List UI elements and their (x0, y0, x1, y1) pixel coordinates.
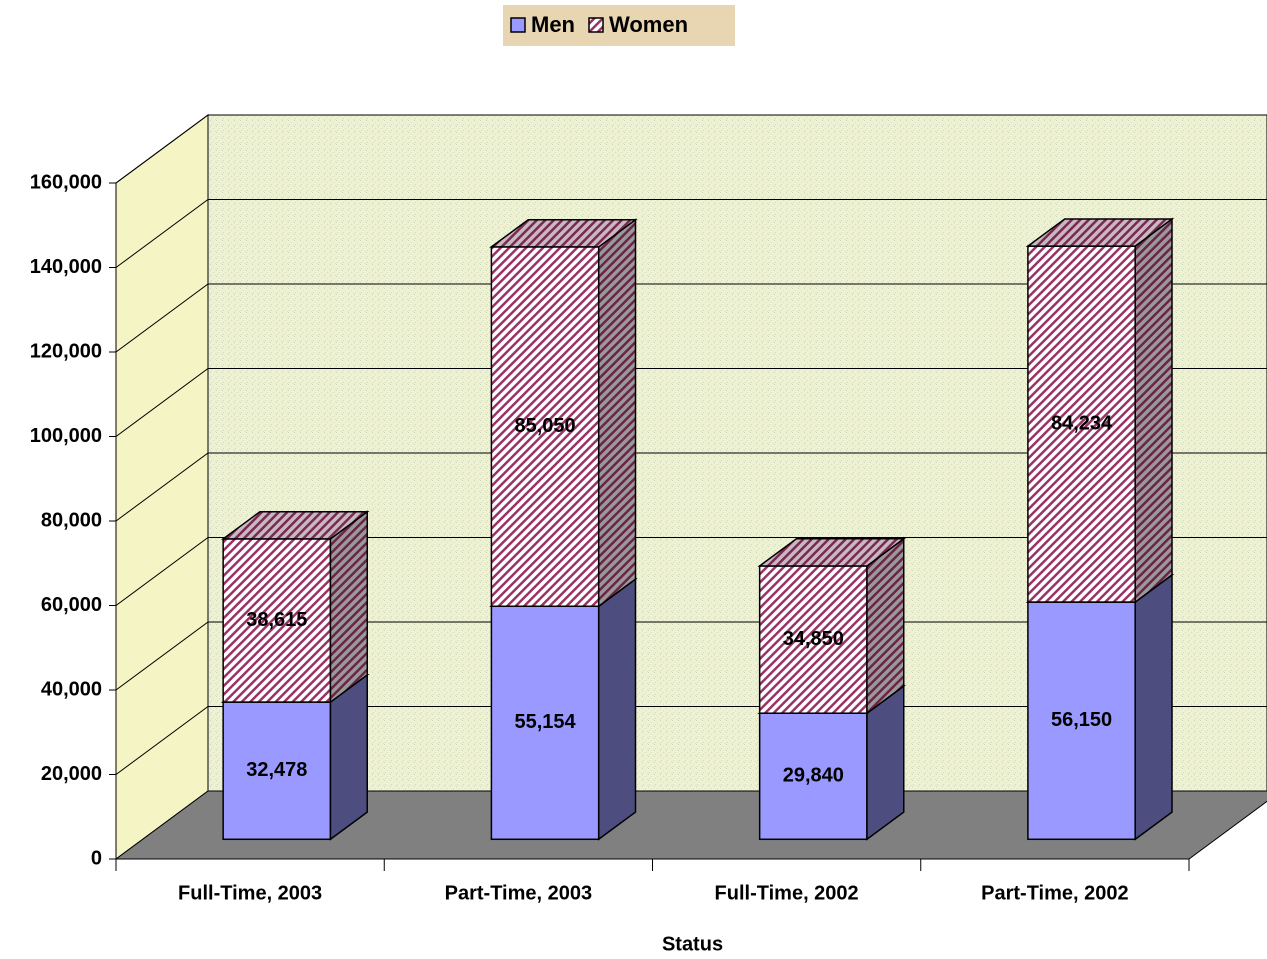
grid-line (115, 537, 1267, 606)
x-axis-title: Status (662, 933, 723, 955)
legend-swatch (510, 17, 526, 33)
bar-side (329, 510, 369, 704)
x-tick-label: Part-Time, 2002 (981, 882, 1129, 904)
data-label: 38,615 (246, 609, 307, 631)
bar-side (329, 673, 369, 841)
bar-side (866, 537, 905, 715)
y-tick-label: 0 (91, 847, 102, 869)
bar-front (490, 246, 600, 608)
bar-side (597, 218, 637, 608)
legend-box (503, 5, 735, 46)
y-tick-label: 60,000 (41, 594, 102, 616)
bar-front (758, 712, 868, 841)
y-tick-label: 20,000 (41, 763, 102, 785)
legend-swatch (588, 17, 604, 33)
data-label: 56,150 (1051, 709, 1112, 731)
y-tick-label: 140,000 (30, 256, 102, 278)
y-tick-label: 120,000 (30, 340, 102, 362)
grid-line (115, 368, 1267, 437)
data-label: 34,850 (783, 628, 844, 650)
x-tick-label: Part-Time, 2003 (445, 882, 593, 904)
legend-label: Men (531, 12, 575, 37)
y-tick-label: 40,000 (41, 678, 102, 700)
bar-top (1025, 218, 1175, 247)
grid-line (115, 114, 1267, 184)
y-tick-label: 100,000 (30, 425, 102, 447)
data-label: 85,050 (514, 415, 575, 437)
data-label: 29,840 (783, 765, 844, 787)
bar-top (757, 538, 907, 567)
grid-line (115, 199, 1267, 268)
grid-line (115, 452, 1267, 522)
y-tick-label: 80,000 (41, 509, 102, 531)
bar-front (1027, 245, 1136, 603)
data-label: 32,478 (246, 759, 307, 781)
bar-side (1134, 573, 1173, 841)
x-tick-label: Full-Time, 2002 (715, 882, 859, 904)
grid-line (115, 283, 1267, 353)
bar-top (220, 510, 370, 540)
grid-line (115, 706, 1267, 775)
data-label: 55,154 (514, 711, 576, 733)
y-tick-label: 160,000 (30, 171, 102, 193)
bar-front (758, 565, 868, 714)
bar-side (597, 577, 637, 841)
bar-top (489, 218, 638, 248)
bar-front (1027, 601, 1136, 841)
x-tick-label: Full-Time, 2003 (178, 882, 322, 904)
bar-side (1134, 217, 1173, 604)
legend-label: Women (609, 12, 688, 37)
bar-front (490, 605, 600, 841)
grid-line (115, 621, 1267, 691)
data-label: 84,234 (1051, 412, 1113, 434)
